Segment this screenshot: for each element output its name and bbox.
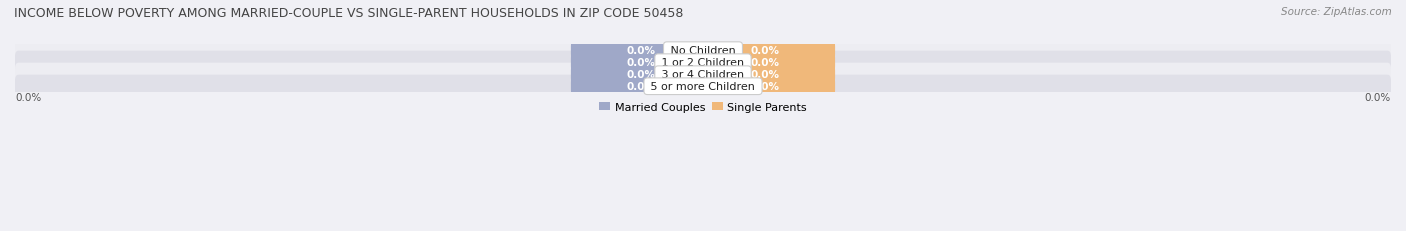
Text: 1 or 2 Children: 1 or 2 Children bbox=[658, 58, 748, 68]
FancyBboxPatch shape bbox=[571, 45, 711, 81]
Text: 0.0%: 0.0% bbox=[751, 70, 779, 80]
Text: 5 or more Children: 5 or more Children bbox=[647, 82, 759, 92]
Text: 0.0%: 0.0% bbox=[627, 70, 655, 80]
Text: 3 or 4 Children: 3 or 4 Children bbox=[658, 70, 748, 80]
FancyBboxPatch shape bbox=[695, 69, 835, 105]
Text: 0.0%: 0.0% bbox=[15, 93, 41, 103]
Text: 0.0%: 0.0% bbox=[1365, 93, 1391, 103]
FancyBboxPatch shape bbox=[15, 52, 1391, 74]
FancyBboxPatch shape bbox=[695, 45, 835, 81]
Text: 0.0%: 0.0% bbox=[627, 58, 655, 68]
FancyBboxPatch shape bbox=[571, 69, 711, 105]
FancyBboxPatch shape bbox=[15, 40, 1391, 62]
FancyBboxPatch shape bbox=[571, 57, 711, 93]
Legend: Married Couples, Single Parents: Married Couples, Single Parents bbox=[595, 98, 811, 117]
FancyBboxPatch shape bbox=[15, 63, 1391, 86]
FancyBboxPatch shape bbox=[15, 75, 1391, 98]
FancyBboxPatch shape bbox=[571, 33, 711, 69]
FancyBboxPatch shape bbox=[695, 33, 835, 69]
Text: 0.0%: 0.0% bbox=[751, 58, 779, 68]
Text: 0.0%: 0.0% bbox=[627, 82, 655, 92]
Text: No Children: No Children bbox=[666, 46, 740, 56]
Text: Source: ZipAtlas.com: Source: ZipAtlas.com bbox=[1281, 7, 1392, 17]
FancyBboxPatch shape bbox=[695, 57, 835, 93]
Text: INCOME BELOW POVERTY AMONG MARRIED-COUPLE VS SINGLE-PARENT HOUSEHOLDS IN ZIP COD: INCOME BELOW POVERTY AMONG MARRIED-COUPL… bbox=[14, 7, 683, 20]
Text: 0.0%: 0.0% bbox=[627, 46, 655, 56]
Text: 0.0%: 0.0% bbox=[751, 82, 779, 92]
Text: 0.0%: 0.0% bbox=[751, 46, 779, 56]
